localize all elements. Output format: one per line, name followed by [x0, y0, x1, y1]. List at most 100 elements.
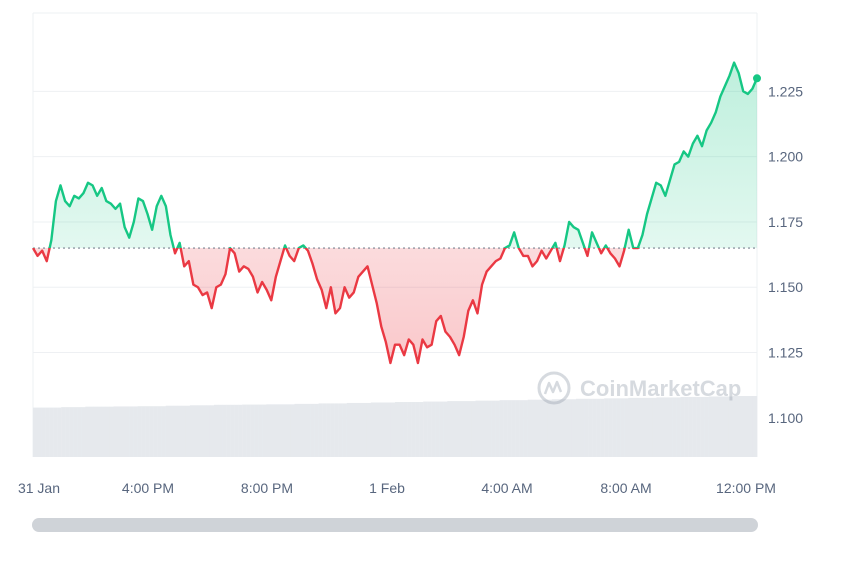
volume-bar [700, 396, 705, 457]
volume-bar [342, 403, 347, 457]
volume-bar [736, 396, 742, 457]
volume-bar [483, 400, 488, 457]
volume-bar [133, 406, 138, 457]
volume-bar [149, 406, 154, 457]
volume-bar [266, 404, 271, 457]
volume-bar [286, 404, 291, 457]
volume-bar [362, 402, 368, 457]
volume-bar [302, 403, 307, 457]
volume-bar [290, 404, 295, 457]
volume-bar [382, 402, 388, 457]
volume-bar [596, 398, 601, 457]
volume-bar [688, 396, 693, 457]
volume-bar [81, 407, 86, 457]
volume-bar [531, 399, 536, 457]
volume-bar [580, 398, 585, 457]
volume-bar [37, 407, 42, 457]
volume-bar [612, 398, 617, 457]
x-tick-label: 1 Feb [369, 480, 405, 496]
volume-bar [664, 397, 669, 457]
volume-bar [374, 402, 380, 457]
area-fill-down [33, 248, 757, 363]
area-fill-up [49, 62, 757, 249]
volume-bar [636, 397, 641, 457]
volume-bar [205, 405, 211, 457]
volume-bar [616, 398, 621, 457]
x-tick-label: 31 Jan [18, 480, 60, 496]
volume-bar [744, 396, 750, 457]
volume-bar [628, 397, 633, 457]
volume-bar [648, 397, 653, 457]
volume-bar [495, 400, 500, 457]
volume-bar [527, 399, 532, 457]
y-tick-label: 1.150 [768, 279, 803, 295]
volume-bar [242, 404, 247, 457]
volume-bar [720, 396, 726, 457]
volume-bar [399, 402, 404, 457]
volume-bar [696, 396, 701, 457]
volume-bar [65, 407, 70, 457]
volume-bar [588, 398, 593, 457]
volume-bar [278, 404, 283, 457]
volume-bar [692, 396, 697, 457]
volume-bar [559, 399, 565, 457]
volume-bar [471, 401, 476, 457]
x-tick-label: 4:00 PM [122, 480, 174, 496]
volume-bar [77, 407, 82, 457]
volume-bar [318, 403, 323, 457]
volume-bar [608, 398, 613, 457]
last-price-dot [753, 74, 761, 83]
volume-bar [732, 396, 738, 457]
volume-bar [451, 401, 456, 457]
volume-bar [672, 397, 677, 457]
volume-bar [330, 403, 335, 457]
volume-bar [395, 402, 400, 457]
volume-bar [169, 405, 174, 457]
volume-bar [407, 402, 412, 457]
volume-bar [543, 399, 549, 457]
y-axis-ticks: 1.100 1.125 1.150 1.175 1.200 1.225 [768, 83, 803, 425]
volume-bar [676, 397, 681, 457]
volume-bar [660, 397, 665, 457]
volume-bar [334, 403, 339, 457]
volume-bar [254, 404, 259, 457]
volume-bar [177, 405, 183, 457]
volume-bar [704, 396, 709, 457]
volume-bar [423, 401, 428, 457]
volume-bar [467, 401, 472, 457]
volume-bar [752, 396, 758, 457]
volume-bar [145, 406, 150, 457]
volume-bar [644, 397, 649, 457]
x-tick-label: 12:00 PM [716, 480, 776, 496]
volume-bar [656, 397, 661, 457]
volume-bar [246, 404, 251, 457]
coinmarketcap-watermark: CoinMarketCap [537, 371, 741, 405]
volume-bar [93, 406, 98, 457]
volume-bar [45, 407, 50, 457]
volume-bar [712, 396, 717, 457]
price-area [33, 62, 757, 363]
volume-bar [620, 398, 625, 457]
volume-bar [125, 406, 130, 457]
chart-scrollbar[interactable] [32, 518, 758, 532]
volume-bar [370, 402, 376, 457]
volume-bar [282, 404, 287, 457]
volume-bar [49, 407, 54, 457]
volume-bar [479, 400, 484, 457]
volume-bar [463, 401, 468, 457]
volume-bar [33, 407, 38, 457]
x-tick-label: 8:00 PM [241, 480, 293, 496]
volume-bar [234, 404, 239, 457]
volume-bar [487, 400, 492, 457]
volume-bar [724, 396, 730, 457]
volume-bar [129, 406, 134, 457]
volume-bar [193, 405, 199, 457]
volume-bar [439, 401, 444, 457]
volume-bar [523, 400, 528, 457]
volume-bar [415, 402, 420, 457]
volume-bar [499, 400, 504, 457]
volume-bar [640, 397, 645, 457]
x-tick-label: 8:00 AM [600, 480, 651, 496]
price-line [31, 61, 759, 365]
